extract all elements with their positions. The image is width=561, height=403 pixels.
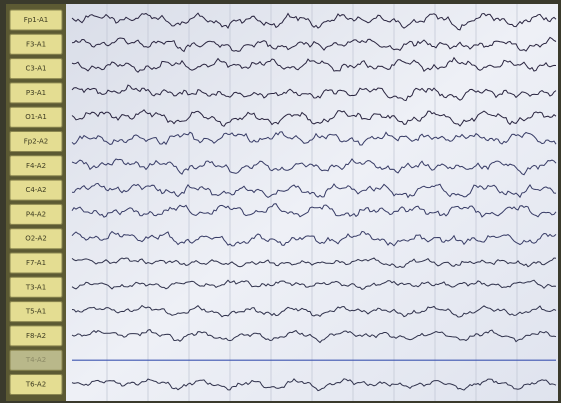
channel-label: C3-A1 xyxy=(26,65,47,73)
channel-label: O2-A2 xyxy=(25,235,47,243)
channel-label: F3-A1 xyxy=(26,40,46,48)
channel-label: P3-A1 xyxy=(26,89,46,97)
channel-label: T5-A1 xyxy=(25,308,46,316)
channel-label: Fp2-A2 xyxy=(24,138,49,146)
channel-label: F7-A1 xyxy=(26,259,46,267)
channel-label: Fp1-A1 xyxy=(24,16,49,24)
channel-label: F4-A2 xyxy=(26,162,46,170)
channel-label: T3-A1 xyxy=(25,283,46,291)
channel-label: C4-A2 xyxy=(26,186,47,194)
channel-label: P4-A2 xyxy=(26,210,46,218)
eeg-screen: Fp1-A1 F3-A1 C3-A1 P3-A1 O1-A1 Fp2-A2 F4-A2 C4-… xyxy=(0,0,561,403)
channel-label: T4-A2 xyxy=(25,356,46,364)
channel-label: O1-A1 xyxy=(25,113,47,121)
channel-label: T6-A2 xyxy=(25,381,46,389)
channel-label: F8-A2 xyxy=(26,332,46,340)
